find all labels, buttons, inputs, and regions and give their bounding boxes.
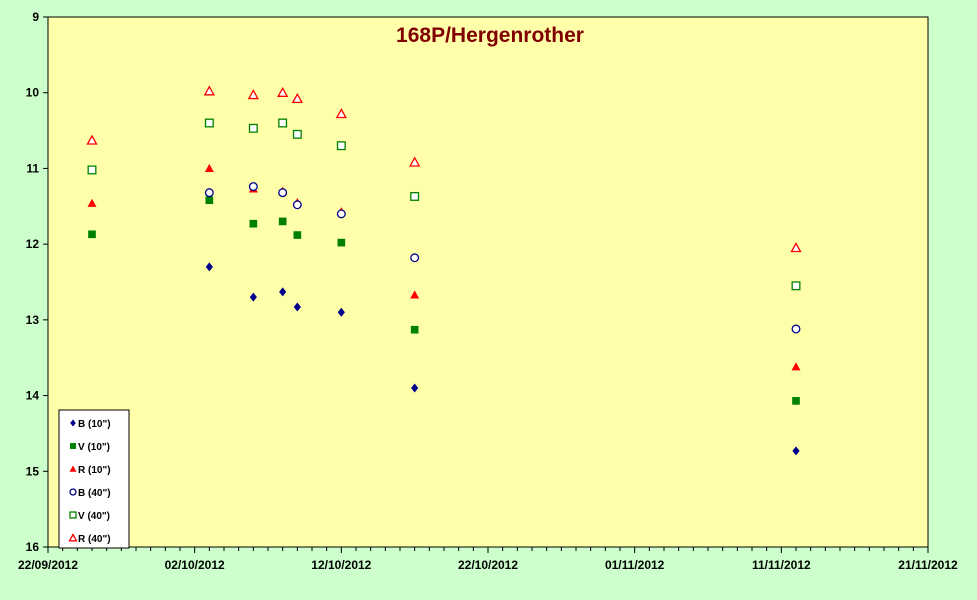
data-point-square	[278, 118, 288, 128]
legend-box	[58, 409, 130, 549]
legend-marker-diamond	[70, 419, 76, 427]
data-point-triangle	[410, 290, 420, 299]
x-tick-label: 02/10/2012	[165, 558, 225, 572]
chart-title: 168P/Hergenrother	[396, 24, 584, 47]
data-point-circle	[292, 200, 302, 210]
legend: B (10") V (10") R (10") B (40") V (40") R (40…	[58, 409, 130, 549]
data-point-triangle	[791, 362, 801, 371]
data-point-square	[337, 238, 346, 247]
data-point-triangle	[335, 108, 347, 119]
y-tick-label: 10	[26, 86, 40, 100]
data-point-square	[410, 325, 419, 334]
series-1	[205, 262, 800, 456]
x-tick-label: 12/10/2012	[311, 558, 371, 572]
data-point-circle	[410, 253, 420, 263]
data-points	[86, 85, 802, 456]
data-point-circle	[278, 188, 288, 198]
data-point-square	[248, 123, 258, 133]
y-tick-label: 11	[26, 161, 39, 175]
data-point-square	[410, 191, 420, 201]
data-point-circle	[248, 182, 258, 192]
x-tick-label: 21/11/2012	[898, 558, 958, 572]
legend-label: B (10")	[78, 419, 111, 430]
data-point-triangle	[204, 163, 214, 173]
data-point-triangle	[790, 242, 802, 253]
data-point-square	[249, 219, 258, 228]
data-point-triangle	[247, 89, 259, 100]
data-point-square	[205, 196, 214, 205]
data-point-square	[293, 231, 302, 239]
legend-marker-circle	[69, 488, 77, 496]
y-tick-label: 16	[26, 540, 40, 554]
data-point-square	[278, 217, 287, 226]
data-point-square	[336, 141, 346, 151]
series-5	[87, 118, 801, 291]
legend-label: V (40")	[78, 511, 110, 522]
data-point-triangle	[86, 134, 98, 145]
x-tick-label: 22/09/2012	[18, 558, 78, 572]
data-point-triangle	[87, 198, 97, 207]
data-point-square	[204, 118, 214, 128]
x-axis: 22/09/2012 02/10/2012 12/10/2012 22/10/2012…	[18, 547, 958, 572]
legend-marker-square	[70, 443, 76, 449]
legend-marker-square	[69, 511, 77, 519]
data-point-square	[791, 281, 801, 291]
data-point-circle	[336, 209, 346, 219]
data-point-circle	[204, 188, 214, 198]
data-point-diamond	[293, 302, 301, 312]
data-point-diamond	[249, 292, 257, 302]
y-tick-label: 14	[26, 389, 40, 403]
legend-marker-triangle	[68, 533, 78, 542]
y-tick-label: 9	[32, 10, 39, 24]
legend-label: R (40")	[78, 534, 111, 545]
legend-label: V (10")	[78, 442, 110, 453]
series-2	[88, 196, 800, 405]
data-point-square	[88, 230, 96, 239]
y-axis: 9 10 11 12 13 14 15 16	[26, 10, 48, 554]
y-tick-label: 15	[26, 464, 40, 478]
data-point-triangle	[291, 92, 303, 104]
series-4	[204, 182, 801, 334]
legend-label: R (10")	[78, 465, 111, 476]
data-point-triangle	[203, 85, 215, 96]
plot-area	[47, 16, 929, 548]
x-tick-label: 22/10/2012	[458, 558, 518, 572]
x-tick-label: 11/11/2012	[752, 558, 811, 572]
y-tick-label: 13	[26, 313, 40, 327]
y-tick-label: 12	[26, 237, 40, 251]
x-tick-label: 01/11/2012	[605, 558, 665, 572]
data-point-diamond	[205, 262, 213, 272]
series-6	[86, 85, 802, 253]
data-point-diamond	[411, 383, 419, 393]
data-point-circle	[791, 324, 801, 334]
data-point-triangle	[409, 156, 421, 167]
data-point-diamond	[337, 307, 345, 317]
data-point-diamond	[279, 287, 287, 297]
data-point-square	[87, 165, 97, 175]
legend-marker-triangle	[69, 465, 77, 472]
data-point-triangle	[277, 86, 289, 97]
data-point-square	[792, 397, 800, 405]
data-point-diamond	[792, 446, 800, 456]
data-point-square	[292, 129, 302, 139]
legend-label: B (40")	[78, 488, 111, 499]
